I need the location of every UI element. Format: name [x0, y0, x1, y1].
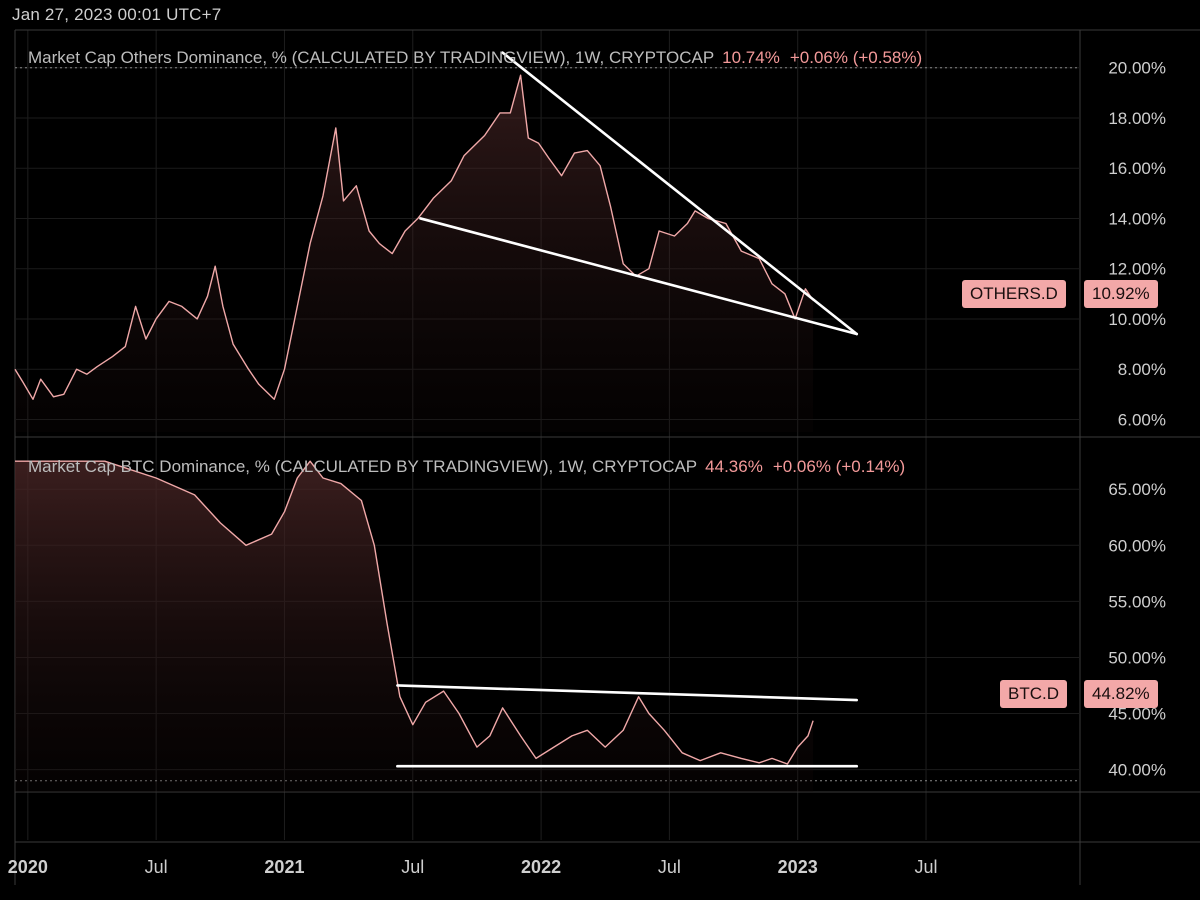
btc-y-tick-label: 60.00%	[1108, 536, 1166, 555]
btc-symbol-tag[interactable]: BTC.D	[1000, 680, 1067, 708]
others-change: +0.06% (+0.58%)	[789, 48, 923, 67]
others-y-tick-label: 20.00%	[1108, 59, 1166, 78]
others-legend: Market Cap Others Dominance, % (CALCULAT…	[28, 48, 922, 68]
others-title: Market Cap Others Dominance, % (CALCULAT…	[28, 48, 715, 67]
btc-y-tick-label: 50.00%	[1108, 648, 1166, 667]
y-axis-labels: 6.00% 8.00% 10.00% 12.00% 14.00% 16.00% 18.00%…	[1108, 59, 1166, 780]
others-y-tick-label: 8.00%	[1118, 360, 1166, 379]
btc-area-fill	[15, 461, 814, 792]
others-y-tick-label: 6.00%	[1118, 410, 1166, 429]
others-y-tick-label: 16.00%	[1108, 159, 1166, 178]
x-axis-labels: 2020 Jul 2021 Jul 2022 Jul 2023 Jul	[8, 857, 938, 877]
btc-last-value: 44.36%	[705, 457, 763, 476]
others-last-value: 10.74%	[722, 48, 780, 67]
x-tick-label: Jul	[401, 857, 424, 877]
x-tick-label: 2021	[264, 857, 304, 877]
chart-panes	[14, 74, 814, 792]
channel-upper-trendline[interactable]	[396, 684, 859, 702]
x-tick-label: 2020	[8, 857, 48, 877]
others-symbol-tag[interactable]: OTHERS.D	[962, 280, 1066, 308]
btc-change: +0.06% (+0.14%)	[772, 457, 906, 476]
others-series-line	[14, 74, 814, 400]
chart-datetime: Jan 27, 2023 00:01 UTC+7	[12, 5, 222, 24]
x-tick-label: Jul	[658, 857, 681, 877]
btc-title: Market Cap BTC Dominance, % (CALCULATED …	[28, 457, 698, 476]
others-y-tick-label: 14.00%	[1108, 209, 1166, 228]
wedge-lower-trendline[interactable]	[419, 217, 859, 336]
x-tick-label: 2022	[521, 857, 561, 877]
others-area-fill	[15, 75, 814, 432]
trendlines	[396, 51, 859, 768]
btc-series-line	[15, 460, 814, 765]
x-tick-label: Jul	[145, 857, 168, 877]
others-price-tag: 10.92%	[1084, 280, 1158, 308]
btc-y-tick-label: 55.00%	[1108, 592, 1166, 611]
x-tick-label: 2023	[778, 857, 818, 877]
btc-y-tick-label: 40.00%	[1108, 761, 1166, 780]
btc-y-tick-label: 65.00%	[1108, 480, 1166, 499]
others-y-tick-label: 18.00%	[1108, 109, 1166, 128]
btc-price-tag: 44.82%	[1084, 680, 1158, 708]
btc-legend: Market Cap BTC Dominance, % (CALCULATED …	[28, 457, 905, 477]
others-y-tick-label: 10.00%	[1108, 310, 1166, 329]
others-y-tick-label: 12.00%	[1108, 260, 1166, 279]
x-tick-label: Jul	[915, 857, 938, 877]
wedge-upper-trendline[interactable]	[501, 51, 859, 336]
btc-y-tick-label: 45.00%	[1108, 705, 1166, 724]
